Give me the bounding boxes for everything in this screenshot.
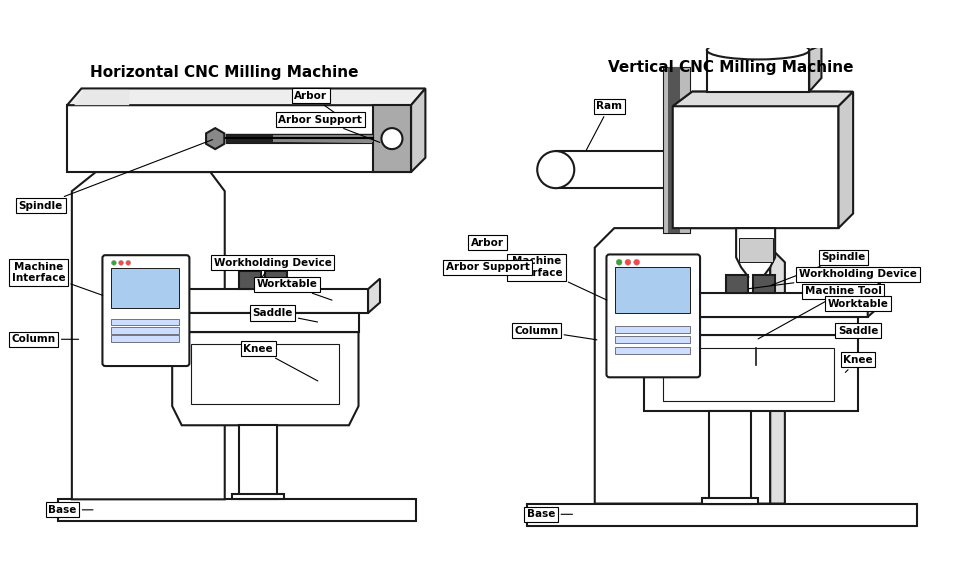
Text: Machine
Interface: Machine Interface bbox=[12, 262, 102, 296]
Polygon shape bbox=[556, 151, 673, 188]
Circle shape bbox=[111, 261, 116, 265]
FancyBboxPatch shape bbox=[58, 499, 416, 521]
FancyBboxPatch shape bbox=[232, 494, 285, 499]
Circle shape bbox=[625, 259, 631, 265]
Polygon shape bbox=[191, 344, 339, 404]
FancyBboxPatch shape bbox=[663, 67, 690, 233]
Polygon shape bbox=[750, 297, 761, 347]
FancyBboxPatch shape bbox=[111, 268, 178, 308]
Polygon shape bbox=[770, 248, 785, 504]
FancyBboxPatch shape bbox=[726, 275, 749, 293]
Polygon shape bbox=[369, 279, 380, 313]
Text: Horizontal CNC Milling Machine: Horizontal CNC Milling Machine bbox=[91, 65, 359, 79]
Polygon shape bbox=[173, 332, 359, 425]
FancyBboxPatch shape bbox=[526, 504, 916, 525]
Text: Arbor Support: Arbor Support bbox=[446, 262, 529, 272]
Text: Ram: Ram bbox=[586, 101, 622, 150]
FancyBboxPatch shape bbox=[663, 347, 834, 401]
Text: Spindle: Spindle bbox=[770, 252, 866, 286]
Circle shape bbox=[126, 261, 131, 265]
FancyBboxPatch shape bbox=[707, 50, 809, 92]
FancyBboxPatch shape bbox=[615, 326, 690, 333]
FancyBboxPatch shape bbox=[753, 275, 775, 293]
FancyBboxPatch shape bbox=[739, 238, 772, 262]
Polygon shape bbox=[595, 228, 770, 504]
Polygon shape bbox=[809, 45, 821, 92]
Circle shape bbox=[381, 128, 403, 149]
FancyBboxPatch shape bbox=[177, 313, 359, 332]
Text: Workholding Device: Workholding Device bbox=[214, 258, 332, 287]
FancyBboxPatch shape bbox=[111, 335, 178, 342]
FancyBboxPatch shape bbox=[111, 319, 178, 325]
Text: Saddle: Saddle bbox=[838, 325, 878, 335]
FancyBboxPatch shape bbox=[67, 105, 411, 172]
Text: Base: Base bbox=[526, 510, 572, 519]
Polygon shape bbox=[74, 90, 129, 105]
Text: Vertical CNC Milling Machine: Vertical CNC Milling Machine bbox=[608, 60, 854, 75]
FancyBboxPatch shape bbox=[372, 105, 411, 172]
FancyBboxPatch shape bbox=[634, 293, 868, 317]
FancyBboxPatch shape bbox=[615, 347, 690, 354]
Text: Saddle: Saddle bbox=[253, 308, 318, 322]
Polygon shape bbox=[273, 134, 372, 142]
Text: Workholding Device: Workholding Device bbox=[749, 269, 916, 289]
Ellipse shape bbox=[537, 151, 574, 188]
Polygon shape bbox=[225, 134, 372, 143]
Text: Knee: Knee bbox=[843, 354, 873, 373]
Text: Arbor: Arbor bbox=[294, 90, 342, 118]
Polygon shape bbox=[72, 172, 224, 499]
FancyBboxPatch shape bbox=[606, 254, 700, 377]
Text: Arbor: Arbor bbox=[471, 238, 504, 248]
Polygon shape bbox=[736, 228, 775, 296]
Text: Column: Column bbox=[514, 325, 597, 340]
FancyBboxPatch shape bbox=[239, 271, 260, 289]
Polygon shape bbox=[644, 335, 858, 411]
FancyBboxPatch shape bbox=[668, 67, 681, 233]
FancyBboxPatch shape bbox=[163, 289, 369, 313]
FancyBboxPatch shape bbox=[710, 411, 751, 504]
Text: Knee: Knee bbox=[244, 344, 318, 381]
FancyBboxPatch shape bbox=[239, 425, 277, 499]
Text: Arbor Support: Arbor Support bbox=[278, 114, 380, 142]
FancyBboxPatch shape bbox=[702, 498, 759, 504]
FancyBboxPatch shape bbox=[615, 336, 690, 343]
Ellipse shape bbox=[707, 41, 809, 59]
FancyBboxPatch shape bbox=[615, 267, 690, 314]
Circle shape bbox=[616, 259, 622, 265]
Polygon shape bbox=[673, 92, 853, 106]
Circle shape bbox=[119, 261, 124, 265]
Text: Worktable: Worktable bbox=[828, 298, 888, 308]
Polygon shape bbox=[67, 89, 425, 105]
Polygon shape bbox=[206, 128, 224, 149]
FancyBboxPatch shape bbox=[644, 317, 858, 335]
Polygon shape bbox=[673, 92, 838, 228]
Text: Spindle: Spindle bbox=[19, 139, 213, 210]
Polygon shape bbox=[868, 283, 879, 317]
FancyBboxPatch shape bbox=[102, 255, 189, 366]
Text: Machine
Interface: Machine Interface bbox=[509, 257, 606, 300]
FancyBboxPatch shape bbox=[265, 271, 287, 289]
Text: Column: Column bbox=[12, 334, 79, 345]
Polygon shape bbox=[411, 89, 425, 172]
Polygon shape bbox=[838, 92, 853, 228]
Text: Machine Tool: Machine Tool bbox=[758, 286, 881, 339]
Circle shape bbox=[634, 259, 640, 265]
Text: Base: Base bbox=[48, 505, 93, 515]
Text: Worktable: Worktable bbox=[256, 279, 332, 300]
FancyBboxPatch shape bbox=[111, 327, 178, 333]
